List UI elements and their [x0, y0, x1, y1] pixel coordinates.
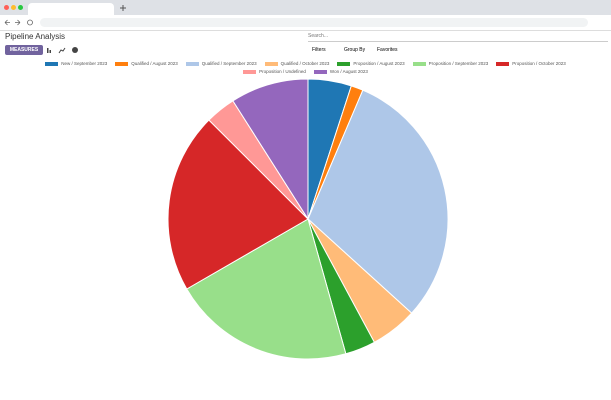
legend-swatch	[496, 61, 510, 66]
legend-swatch	[337, 61, 351, 66]
pie-slice	[167, 119, 309, 290]
legend-label: Qualified / September 2023	[201, 61, 257, 66]
legend-swatch	[264, 61, 278, 66]
filters-button[interactable]: Filters	[312, 47, 326, 53]
legend-swatch	[313, 69, 327, 74]
pie-slice	[186, 218, 347, 360]
address-bar	[0, 15, 611, 31]
pie-slice	[307, 89, 449, 314]
legend-swatch	[185, 61, 199, 66]
legend-label: New / September 2023	[61, 61, 108, 66]
nav-icons[interactable]	[4, 19, 36, 26]
legend-item[interactable]: Proposition / October 2023	[496, 61, 566, 66]
url-field[interactable]	[40, 18, 588, 27]
legend-label: Proposition / Undefined	[259, 69, 306, 74]
legend-item[interactable]: Won / August 2023	[313, 69, 368, 74]
legend-swatch	[412, 61, 426, 66]
legend-item[interactable]: Proposition / August 2023	[337, 61, 405, 66]
new-tab-icon[interactable]	[120, 5, 126, 11]
legend-label: Proposition / September 2023	[428, 61, 489, 66]
legend-item[interactable]: New / September 2023	[45, 61, 107, 66]
measures-button[interactable]: MEASURES	[5, 45, 43, 55]
legend-label: Qualified / October 2023	[280, 61, 330, 66]
search-input[interactable]: Search...	[308, 31, 608, 42]
pie-chart	[167, 78, 449, 360]
minimize-dot[interactable]	[11, 5, 16, 10]
pie-slice	[232, 78, 309, 221]
legend-item[interactable]: Proposition / Undefined	[243, 69, 306, 74]
close-dot[interactable]	[4, 5, 9, 10]
favorites-button[interactable]: Favorites	[377, 47, 398, 53]
legend-item[interactable]: Proposition / September 2023	[412, 61, 489, 66]
legend: New / September 2023 Qualified / August 2…	[10, 61, 601, 74]
legend-item[interactable]: Qualified / August 2023	[115, 61, 178, 66]
legend-swatch	[115, 61, 129, 66]
legend-label: Proposition / August 2023	[353, 61, 405, 66]
legend-swatch	[243, 69, 257, 74]
legend-item[interactable]: Qualified / September 2023	[185, 61, 257, 66]
legend-label: Qualified / August 2023	[131, 61, 178, 66]
legend-item[interactable]: Qualified / October 2023	[264, 61, 330, 66]
group-by-button[interactable]: Group By	[344, 47, 366, 53]
browser-tab[interactable]	[28, 3, 114, 15]
chart-type-icons[interactable]	[46, 46, 82, 54]
maximize-dot[interactable]	[18, 5, 23, 10]
browser-tab-bar	[0, 0, 611, 15]
page-title: Pipeline Analysis	[5, 32, 66, 41]
legend-label: Won / August 2023	[329, 69, 368, 74]
legend-label: Proposition / October 2023	[512, 61, 566, 66]
legend-swatch	[45, 61, 59, 66]
